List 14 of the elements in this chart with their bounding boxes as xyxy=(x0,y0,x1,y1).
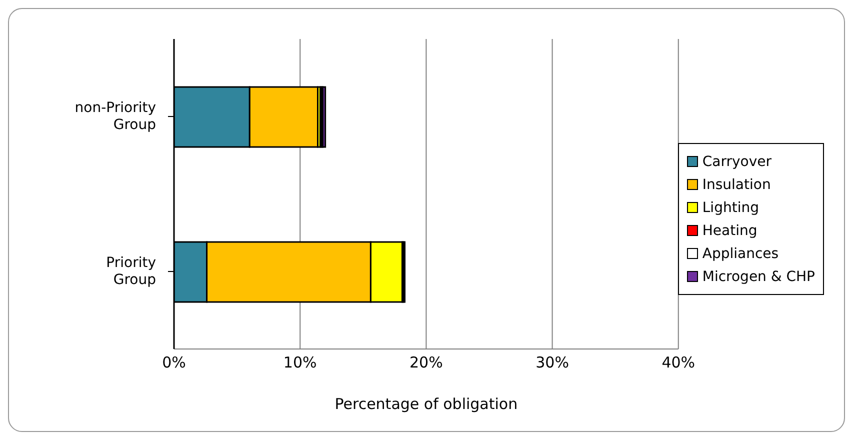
y-tick-label: non-Priority Group xyxy=(74,100,156,133)
y-tick-label: Priority Group xyxy=(106,254,156,288)
legend-label: Carryover xyxy=(702,154,772,170)
x-tick-label: 40% xyxy=(662,354,696,372)
x-axis-title: Percentage of obligation xyxy=(334,395,518,413)
x-tick-label: 10% xyxy=(283,354,317,372)
x-tick-label: 20% xyxy=(410,354,443,372)
legend-label: Insulation xyxy=(702,176,771,192)
legend-label: Appliances xyxy=(702,246,779,262)
legend-label: Microgen & CHP xyxy=(702,268,815,284)
legend-label: Heating xyxy=(702,222,758,238)
x-tick-label: 0% xyxy=(162,354,186,372)
legend-label: Lighting xyxy=(702,200,759,216)
x-tick-label: 30% xyxy=(536,354,569,372)
